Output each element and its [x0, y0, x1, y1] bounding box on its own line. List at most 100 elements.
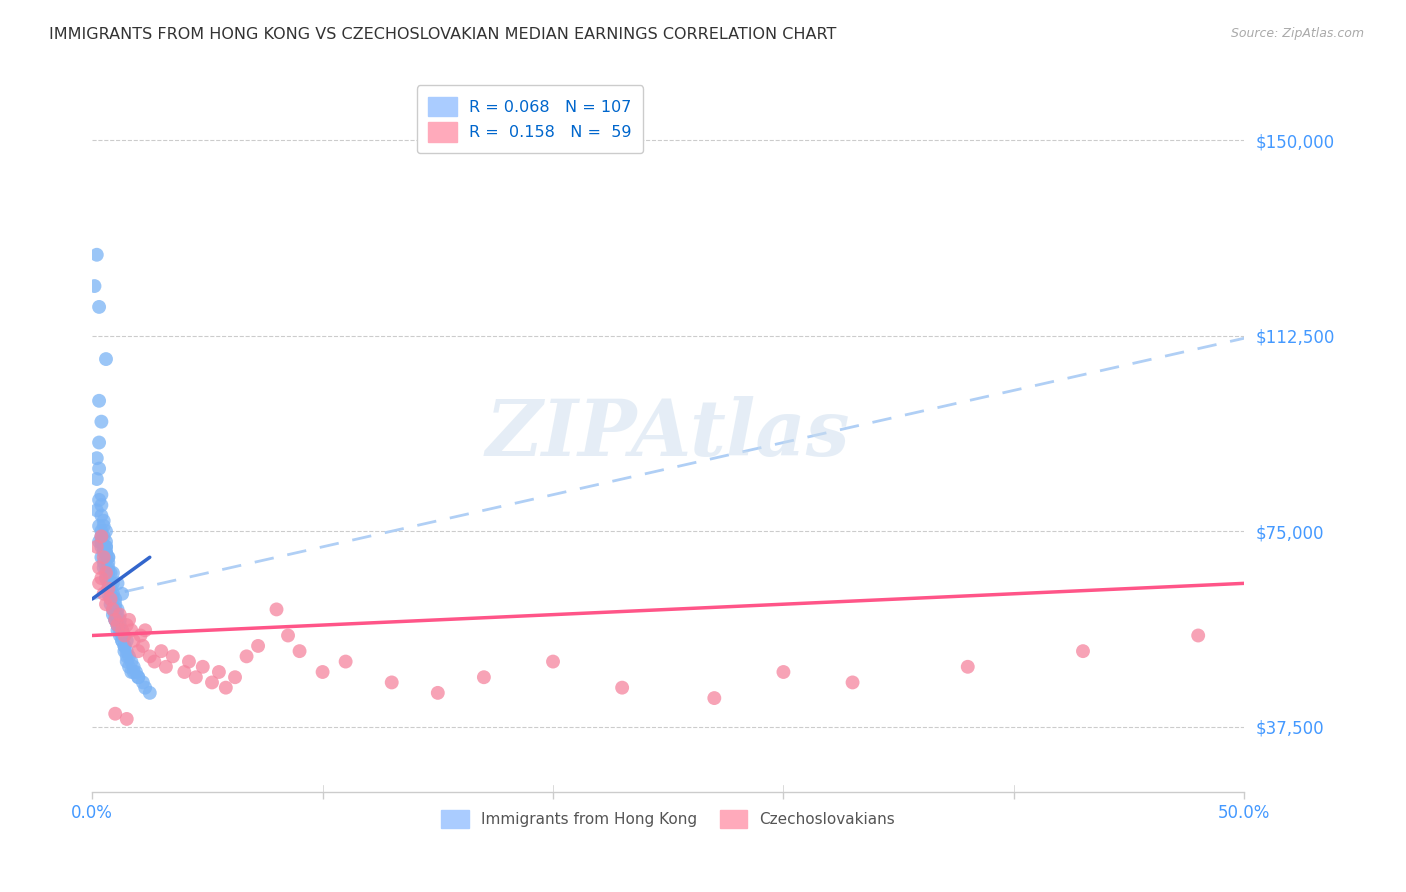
Point	[173, 665, 195, 679]
Point	[97, 550, 120, 565]
Point	[90, 540, 112, 554]
Point	[100, 587, 122, 601]
Point	[94, 540, 117, 554]
Point	[101, 587, 124, 601]
Point	[108, 613, 131, 627]
Point	[1187, 628, 1209, 642]
Point	[90, 534, 112, 549]
Point	[93, 540, 115, 554]
Point	[104, 613, 127, 627]
Point	[122, 665, 145, 679]
Point	[104, 613, 127, 627]
Point	[115, 618, 138, 632]
Point	[841, 675, 863, 690]
Point	[90, 524, 112, 539]
Point	[277, 628, 299, 642]
Point	[87, 519, 110, 533]
Point	[100, 592, 122, 607]
Point	[100, 592, 122, 607]
Point	[94, 560, 117, 574]
Point	[104, 602, 127, 616]
Point	[101, 576, 124, 591]
Point	[122, 633, 145, 648]
Point	[90, 529, 112, 543]
Point	[111, 633, 134, 648]
Point	[381, 675, 404, 690]
Point	[129, 628, 152, 642]
Point	[772, 665, 794, 679]
Point	[191, 660, 214, 674]
Point	[86, 451, 108, 466]
Point	[104, 592, 127, 607]
Point	[266, 602, 288, 616]
Point	[93, 514, 115, 528]
Point	[94, 566, 117, 580]
Point	[101, 592, 124, 607]
Point	[104, 706, 127, 721]
Point	[107, 624, 129, 638]
Point	[150, 644, 173, 658]
Point	[93, 545, 115, 559]
Point	[134, 624, 156, 638]
Point	[90, 508, 112, 523]
Point	[215, 681, 238, 695]
Point	[87, 576, 110, 591]
Point	[132, 639, 155, 653]
Point	[107, 607, 129, 622]
Point	[93, 560, 115, 574]
Point	[86, 540, 108, 554]
Point	[94, 352, 117, 367]
Point	[111, 624, 134, 638]
Point	[87, 492, 110, 507]
Point	[94, 540, 117, 554]
Point	[335, 655, 357, 669]
Point	[143, 655, 166, 669]
Point	[208, 665, 231, 679]
Point	[127, 644, 149, 658]
Point	[162, 649, 184, 664]
Point	[120, 624, 142, 638]
Point	[115, 655, 138, 669]
Point	[100, 582, 122, 596]
Point	[86, 472, 108, 486]
Point	[139, 686, 162, 700]
Point	[107, 618, 129, 632]
Point	[155, 660, 177, 674]
Point	[100, 566, 122, 580]
Point	[90, 550, 112, 565]
Point	[97, 582, 120, 596]
Point	[107, 576, 129, 591]
Point	[956, 660, 979, 674]
Point	[100, 576, 122, 591]
Point	[122, 660, 145, 674]
Point	[114, 644, 136, 658]
Point	[120, 655, 142, 669]
Point	[118, 613, 141, 627]
Point	[111, 624, 134, 638]
Point	[120, 665, 142, 679]
Point	[118, 649, 141, 664]
Point	[94, 524, 117, 539]
Point	[703, 691, 725, 706]
Point	[610, 681, 633, 695]
Point	[107, 602, 129, 616]
Point	[93, 519, 115, 533]
Point	[132, 675, 155, 690]
Point	[94, 534, 117, 549]
Point	[94, 545, 117, 559]
Point	[107, 618, 129, 632]
Point	[87, 435, 110, 450]
Point	[101, 602, 124, 616]
Point	[93, 529, 115, 543]
Point	[288, 644, 311, 658]
Point	[100, 582, 122, 596]
Point	[108, 618, 131, 632]
Point	[1071, 644, 1094, 658]
Point	[114, 628, 136, 642]
Point	[90, 529, 112, 543]
Point	[114, 639, 136, 653]
Point	[97, 566, 120, 580]
Point	[87, 300, 110, 314]
Point	[101, 602, 124, 616]
Point	[125, 665, 148, 679]
